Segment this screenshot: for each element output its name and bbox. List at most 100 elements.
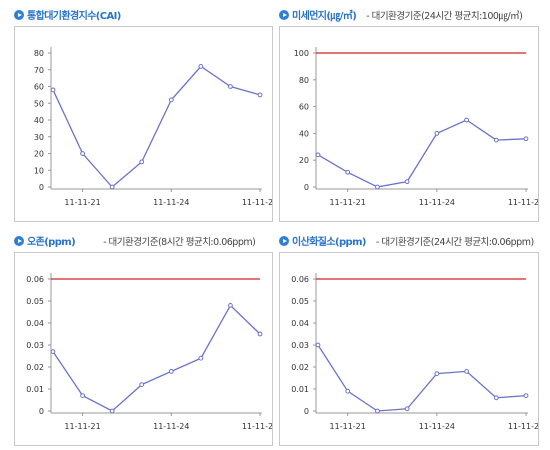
data-point: [404, 179, 410, 185]
y-tick-label: 70: [34, 66, 44, 75]
chart-panel-pm10: 미세먼지(㎍/㎥) - 대기환경기준(24시간 평균치:100㎍/㎥) 0 20 40…: [279, 8, 544, 222]
x-tick-label: 11-11-27: [508, 422, 538, 431]
bullet-icon: [14, 236, 24, 246]
x-tick-label: 11-11-24: [419, 422, 455, 431]
line-chart-cai: 0 10 20 30 40 50 60 70 80 11-11-21 11-11-24 11-11-2…: [34, 47, 278, 207]
y-tick-label: 0.04: [291, 319, 309, 328]
data-point: [80, 151, 85, 156]
data-point: [315, 152, 321, 158]
data-point: [523, 393, 529, 399]
chart-header: 통합대기환경지수(CAI): [14, 8, 121, 26]
x-tick-label: 11-11-24: [153, 422, 189, 431]
data-point: [345, 388, 351, 394]
data-point: [80, 393, 85, 399]
chart-header: 미세먼지(㎍/㎥) - 대기환경기준(24시간 평균치:100㎍/㎥): [279, 8, 523, 26]
chart-frame: 0 10 20 30 40 50 60 70 80 11-11-21 11-11-24 11-11-2…: [14, 26, 278, 222]
y-tick-label: 0.01: [291, 385, 309, 394]
data-point: [50, 87, 56, 93]
chart-title: 이산화질소(ppm): [292, 237, 366, 248]
y-tick-label: 0.02: [291, 363, 309, 372]
data-point: [109, 184, 115, 190]
series-line: [52, 65, 261, 188]
data-point: [139, 159, 145, 165]
standard-legend: - 대기환경기준(24시간 평균치:100㎍/㎥): [366, 11, 523, 22]
data-point: [404, 406, 410, 412]
data-point: [493, 137, 499, 143]
chart-frame: 0 20 40 60 80 100 11-11-21 11-11-24 11-11-27: [279, 26, 544, 222]
bullet-icon: [279, 10, 289, 20]
y-tick-label: 40: [34, 116, 44, 125]
chart-panel-cai: 통합대기환경지수(CAI) 0 10 20 30 40 50 60 70 80 11-11-21 1…: [14, 8, 278, 222]
chart-header: 오존(ppm) - 대기환경기준(8시간 평균치:0.06ppm): [14, 234, 256, 252]
chart-frame: 0 0.01 0.02 0.03 0.04 0.05 0.06 11-11-21 11-11-2…: [279, 252, 544, 446]
y-tick-label: 30: [34, 133, 44, 142]
x-tick-label: 11-11-21: [64, 422, 100, 431]
y-tick-label: 40: [299, 129, 309, 138]
data-point: [464, 117, 469, 123]
data-point: [434, 371, 440, 376]
data-point: [257, 92, 263, 98]
y-tick-label: 0.05: [291, 297, 309, 306]
x-tick-label: 11-11-24: [153, 198, 189, 207]
x-tick-label: 11-11-21: [330, 198, 366, 207]
data-point: [198, 64, 204, 69]
data-point: [168, 97, 174, 103]
data-point: [464, 369, 469, 374]
y-tick-label: 20: [34, 150, 44, 159]
y-tick-label: 100: [294, 49, 309, 58]
data-point: [198, 355, 204, 361]
data-point: [257, 331, 263, 337]
y-tick-label: 0.06: [291, 275, 309, 284]
y-tick-label: 0: [39, 407, 44, 416]
series-line: [52, 304, 261, 412]
bullet-icon: [279, 236, 289, 246]
y-tick-label: 0.02: [26, 363, 44, 372]
chart-title: 오존(ppm): [27, 237, 76, 248]
line-chart-no2: 0 0.01 0.02 0.03 0.04 0.05 0.06 11-11-21 11-11-2…: [291, 273, 544, 431]
y-tick-label: 0: [39, 183, 44, 192]
standard-legend: - 대기환경기준(8시간 평균치:0.06ppm): [103, 237, 256, 248]
line-chart-ozone: 0 0.01 0.02 0.03 0.04 0.05 0.06 11-11-21 11-11-2…: [26, 273, 278, 431]
y-tick-label: 80: [299, 76, 309, 85]
chart-title: 통합대기환경지수(CAI): [27, 11, 121, 22]
x-tick-label: 11-11-21: [330, 422, 366, 431]
y-tick-label: 0.05: [26, 297, 44, 306]
data-point: [434, 131, 440, 136]
data-point: [315, 342, 321, 348]
data-point: [228, 303, 233, 308]
data-point: [345, 169, 351, 175]
y-tick-label: 0: [304, 183, 309, 192]
y-tick-label: 60: [299, 103, 309, 112]
y-tick-label: 0.04: [26, 319, 44, 328]
y-tick-label: 0.01: [26, 385, 44, 394]
data-point: [109, 408, 115, 414]
chart-title: 미세먼지(㎍/㎥): [292, 11, 357, 22]
data-point: [523, 136, 529, 142]
data-point: [139, 382, 145, 388]
data-point: [228, 84, 233, 89]
y-tick-label: 0.03: [26, 341, 44, 350]
line-chart-pm10: 0 20 40 60 80 100 11-11-21 11-11-24 11-11-27: [294, 47, 544, 207]
x-tick-label: 11-11-27: [242, 422, 272, 431]
chart-header: 이산화질소(ppm) - 대기환경기준(24시간 평균치:0.06ppm): [279, 234, 534, 252]
data-point: [375, 408, 380, 414]
x-tick-label: 11-11-27: [242, 198, 272, 207]
y-tick-label: 50: [34, 99, 44, 108]
chart-panel-no2: 이산화질소(ppm) - 대기환경기준(24시간 평균치:0.06ppm) 0 0.…: [279, 234, 544, 446]
series-line: [317, 119, 527, 188]
x-tick-label: 11-11-27: [508, 198, 538, 207]
x-tick-label: 11-11-21: [64, 198, 100, 207]
y-tick-label: 10: [34, 166, 44, 175]
bullet-icon: [14, 10, 24, 20]
data-point: [375, 184, 380, 190]
standard-legend: - 대기환경기준(24시간 평균치:0.06ppm): [375, 237, 534, 248]
x-tick-label: 11-11-24: [419, 198, 455, 207]
y-tick-label: 0.03: [291, 341, 309, 350]
chart-frame: 0 0.01 0.02 0.03 0.04 0.05 0.06 11-11-21 11-11-2…: [14, 252, 278, 446]
chart-panel-ozone: 오존(ppm) - 대기환경기준(8시간 평균치:0.06ppm) 0 0.01 0.…: [14, 234, 278, 446]
series-line: [317, 344, 527, 412]
y-tick-label: 0.06: [26, 275, 44, 284]
y-tick-label: 80: [34, 49, 44, 58]
data-point: [168, 369, 174, 374]
y-tick-label: 0: [304, 407, 309, 416]
